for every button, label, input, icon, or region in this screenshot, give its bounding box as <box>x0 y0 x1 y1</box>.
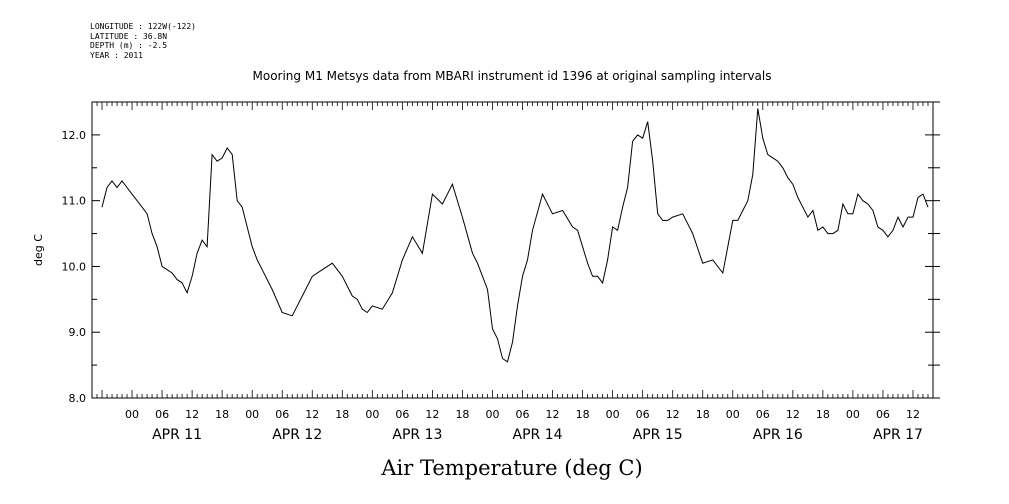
x-hour-label: 12 <box>305 408 319 421</box>
x-day-label: APR 16 <box>753 427 803 443</box>
x-day-label: APR 15 <box>633 427 683 443</box>
x-hour-label: 06 <box>155 408 169 421</box>
x-hour-label: 12 <box>546 408 560 421</box>
series-group <box>101 108 929 363</box>
x-hour-label: 06 <box>275 408 289 421</box>
y-axis-label: deg C <box>32 234 45 266</box>
x-hour-label: 06 <box>395 408 409 421</box>
x-day-label: APR 13 <box>392 427 442 443</box>
x-hour-label: 00 <box>365 408 379 421</box>
x-hour-label: 18 <box>696 408 710 421</box>
plot-frame <box>91 101 934 399</box>
x-axis: 00 06 12 18 APR 11 00 06 12 18 APR 12 00 06 12 18 APR … <box>91 102 934 443</box>
metadata-block: LONGITUDE : 122W(-122) LATITUDE : 36.8N … <box>90 22 196 60</box>
x-hour-label: 06 <box>876 408 890 421</box>
x-hour-label: 18 <box>576 408 590 421</box>
x-hour-label: 18 <box>335 408 349 421</box>
chart-title: Mooring M1 Metsys data from MBARI instru… <box>253 69 772 83</box>
x-hour-label: 00 <box>125 408 139 421</box>
x-hour-label: 12 <box>906 408 920 421</box>
x-hour-label: 18 <box>215 408 229 421</box>
y-tick-label: 9.0 <box>69 326 87 339</box>
x-hour-label: 00 <box>606 408 620 421</box>
x-hour-label: 12 <box>666 408 680 421</box>
x-hour-label: 00 <box>485 408 499 421</box>
meta-longitude: LONGITUDE : 122W(-122) <box>90 22 196 31</box>
y-tick-label: 8.0 <box>69 392 87 405</box>
x-hour-label: 00 <box>846 408 860 421</box>
x-hour-label: 18 <box>816 408 830 421</box>
x-hour-label: 06 <box>756 408 770 421</box>
x-hour-label: 12 <box>425 408 439 421</box>
y-tick-label: 11.0 <box>62 195 87 208</box>
meta-year: YEAR : 2011 <box>90 50 143 60</box>
x-day-label: APR 14 <box>513 427 563 443</box>
y-tick-label: 10.0 <box>62 260 87 273</box>
x-day-label: APR 17 <box>873 427 923 443</box>
x-day-label: APR 11 <box>152 427 202 443</box>
x-hour-label: 12 <box>786 408 800 421</box>
x-axis-title: Air Temperature (deg C) <box>380 456 642 480</box>
series-line <box>101 108 929 363</box>
x-hour-label: 00 <box>726 408 740 421</box>
x-hour-label: 06 <box>516 408 530 421</box>
x-hour-label: 00 <box>245 408 259 421</box>
y-tick-label: 12.0 <box>62 129 87 142</box>
x-day-label: APR 12 <box>272 427 322 443</box>
x-hour-label: 18 <box>455 408 469 421</box>
meta-latitude: LATITUDE : 36.8N <box>90 31 168 41</box>
x-hour-label: 06 <box>636 408 650 421</box>
meta-depth: DEPTH (m) : -2.5 <box>90 41 168 50</box>
y-axis: 8.0 9.0 10.0 11.0 12.0 <box>62 101 940 405</box>
x-hour-label: 12 <box>185 408 199 421</box>
